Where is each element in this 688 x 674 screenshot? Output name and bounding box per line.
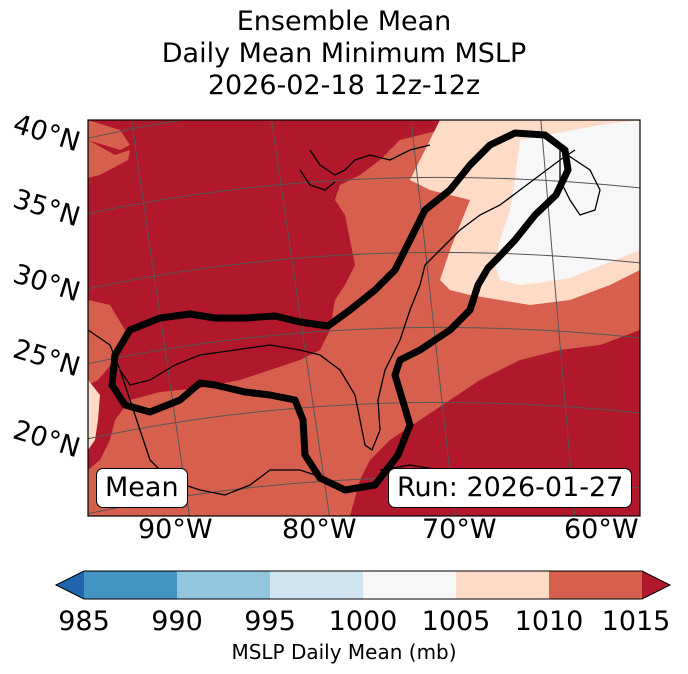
title-line-3: 2026-02-18 12z-12z: [207, 70, 481, 101]
band-1015-west-fill: [88, 120, 440, 470]
probability-contour: [108, 129, 572, 494]
map-frame: [87, 119, 641, 517]
colorbar-bin-1010-1015: [549, 571, 642, 599]
band-1005-southwest-fill: [88, 380, 100, 450]
title-line-2: Daily Mean Minimum MSLP: [161, 38, 527, 69]
colorbar-tick-985: 985: [58, 606, 110, 637]
colorbar-bin-995-1000: [270, 571, 363, 599]
colorbar-tick-1010: 1010: [514, 606, 584, 637]
colorbar-label: MSLP Daily Mean (mb): [231, 640, 457, 664]
mean-label-box: Mean: [96, 468, 188, 508]
colorbar-extend-low: [56, 571, 84, 599]
title-line-1: Ensemble Mean: [236, 6, 452, 37]
colorbar-bin-1000-1005: [363, 571, 456, 599]
colorbar-tick-1015: 1015: [601, 606, 671, 637]
colorbar-tick-1005: 1005: [421, 606, 491, 637]
colorbar-outline: [54, 570, 672, 600]
run-date-label-box: Run: 2026-01-27: [388, 468, 633, 508]
lon-label-60w: 60°W: [564, 514, 639, 545]
colorbar-bin-990-995: [177, 571, 270, 599]
band-1000-1005-fill: [495, 120, 640, 285]
colorbar-tick-990: 990: [151, 606, 203, 637]
colorbar-extend-high: [642, 571, 670, 599]
colorbar-bin-1005-1010: [456, 571, 549, 599]
colorbar-bin-985-990: [84, 571, 177, 599]
band-1010-notch-fill: [88, 140, 130, 178]
lon-label-90w: 90°W: [138, 514, 213, 545]
lon-label-70w: 70°W: [422, 514, 497, 545]
colorbar-tick-1000: 1000: [328, 606, 398, 637]
colorbar-tick-995: 995: [244, 606, 296, 637]
lon-label-80w: 80°W: [282, 514, 357, 545]
